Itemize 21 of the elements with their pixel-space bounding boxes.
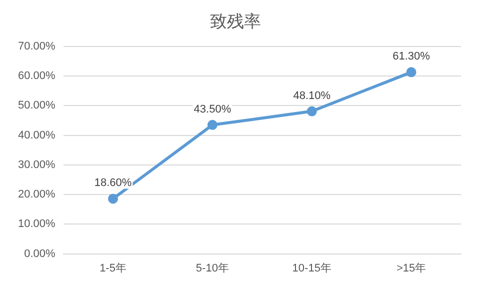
y-tick-label: 70.00% — [18, 40, 56, 52]
y-tick-label: 60.00% — [18, 70, 56, 82]
x-tick-label: >15年 — [396, 262, 426, 274]
data-label: 61.30% — [392, 50, 430, 63]
chart-title: 致残率 — [210, 12, 261, 31]
data-label: 43.50% — [194, 103, 232, 116]
y-tick-label: 20.00% — [18, 188, 56, 201]
point — [306, 106, 317, 116]
x-tick-label: 5-10年 — [196, 262, 229, 274]
point — [207, 120, 218, 130]
y-tick-label: 40.00% — [18, 129, 56, 142]
y-tick-label: 30.00% — [18, 158, 56, 171]
data-label: 48.10% — [293, 90, 331, 102]
x-tick-label: 10-15年 — [292, 262, 332, 274]
point — [108, 194, 118, 204]
data-label: 18.60% — [94, 177, 132, 190]
point — [406, 67, 416, 78]
y-tick-label: 0.00% — [24, 248, 56, 260]
y-tick-label: 10.00% — [18, 218, 56, 230]
y-tick-label: 50.00% — [18, 100, 56, 112]
x-tick-label: 1-5年 — [100, 262, 126, 274]
